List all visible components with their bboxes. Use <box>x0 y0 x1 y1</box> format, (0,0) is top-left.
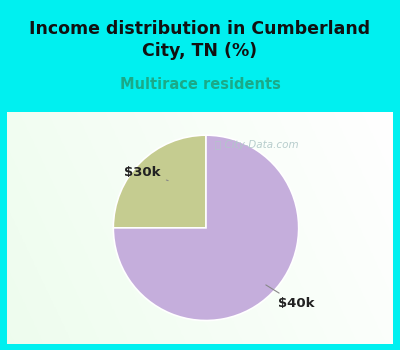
Text: $40k: $40k <box>266 285 315 310</box>
Text: ⓘ City-Data.com: ⓘ City-Data.com <box>215 140 299 150</box>
Text: $30k: $30k <box>124 166 168 181</box>
Text: Income distribution in Cumberland
City, TN (%): Income distribution in Cumberland City, … <box>30 20 370 60</box>
Text: Multirace residents: Multirace residents <box>120 77 280 92</box>
Wedge shape <box>113 135 299 321</box>
Wedge shape <box>113 135 206 228</box>
